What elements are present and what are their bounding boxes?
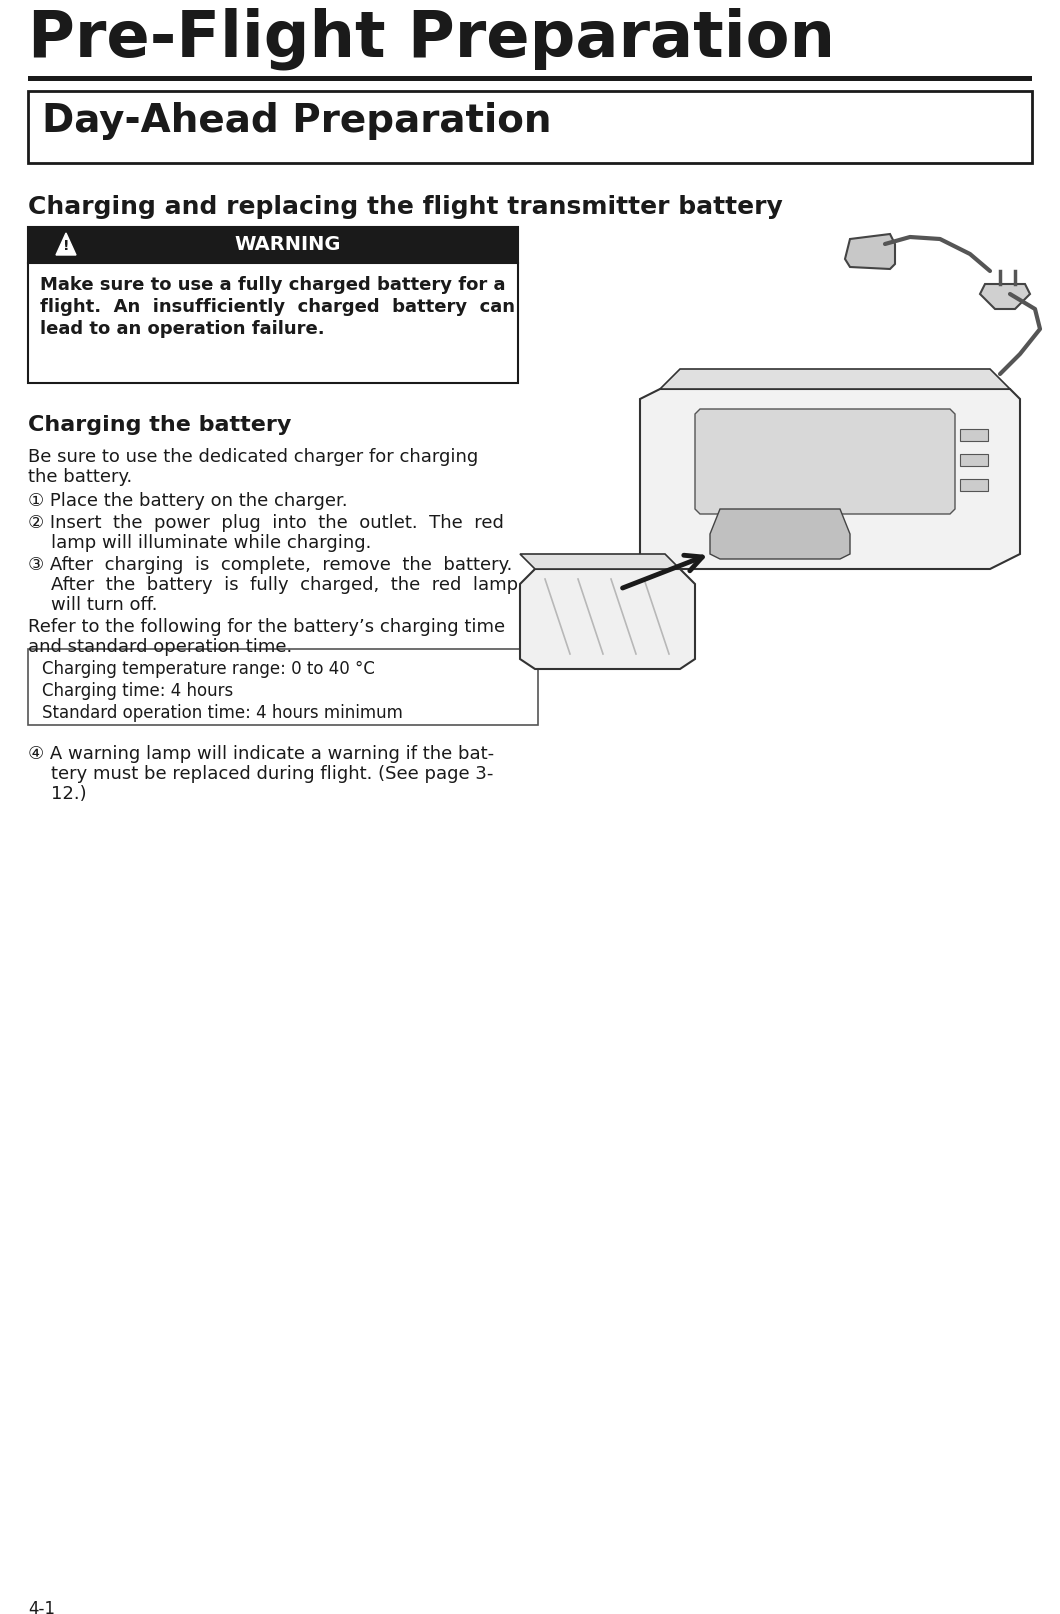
Text: and standard operation time.: and standard operation time. xyxy=(28,638,293,655)
Text: Charging the battery: Charging the battery xyxy=(28,415,292,434)
Bar xyxy=(28,649,538,726)
Polygon shape xyxy=(520,555,681,570)
Bar xyxy=(28,263,518,384)
Text: After  the  battery  is  fully  charged,  the  red  lamp: After the battery is fully charged, the … xyxy=(28,576,518,594)
Text: Charging temperature range: 0 to 40 °C: Charging temperature range: 0 to 40 °C xyxy=(42,660,375,678)
Text: ② Insert  the  power  plug  into  the  outlet.  The  red: ② Insert the power plug into the outlet.… xyxy=(28,513,503,531)
Bar xyxy=(28,77,1032,82)
Text: ④ A warning lamp will indicate a warning if the bat-: ④ A warning lamp will indicate a warning… xyxy=(28,744,494,762)
Text: lamp will illuminate while charging.: lamp will illuminate while charging. xyxy=(28,534,371,552)
Text: lead to an operation failure.: lead to an operation failure. xyxy=(40,320,324,337)
Bar xyxy=(960,455,988,466)
Text: ① Place the battery on the charger.: ① Place the battery on the charger. xyxy=(28,492,348,510)
Text: Charging and replacing the flight transmitter battery: Charging and replacing the flight transm… xyxy=(28,195,782,220)
Polygon shape xyxy=(710,510,850,560)
Text: Refer to the following for the battery’s charging time: Refer to the following for the battery’s… xyxy=(28,618,506,636)
Text: Be sure to use the dedicated charger for charging: Be sure to use the dedicated charger for… xyxy=(28,447,478,466)
Polygon shape xyxy=(845,236,895,270)
Bar xyxy=(960,479,988,492)
Polygon shape xyxy=(695,410,955,515)
Bar xyxy=(28,228,518,263)
Text: Charging time: 4 hours: Charging time: 4 hours xyxy=(42,681,233,699)
Bar xyxy=(28,92,1032,165)
Text: 4-1: 4-1 xyxy=(28,1599,55,1614)
Bar xyxy=(960,429,988,442)
Polygon shape xyxy=(56,234,76,257)
Polygon shape xyxy=(640,389,1020,570)
Text: Make sure to use a fully charged battery for a: Make sure to use a fully charged battery… xyxy=(40,276,506,294)
Polygon shape xyxy=(660,370,1010,389)
Text: !: ! xyxy=(63,239,69,253)
Text: flight.  An  insufficiently  charged  battery  can: flight. An insufficiently charged batter… xyxy=(40,299,515,316)
Text: Pre-Flight Preparation: Pre-Flight Preparation xyxy=(28,8,835,71)
Polygon shape xyxy=(980,284,1030,310)
Text: Standard operation time: 4 hours minimum: Standard operation time: 4 hours minimum xyxy=(42,704,403,721)
Text: Day-Ahead Preparation: Day-Ahead Preparation xyxy=(42,102,551,140)
Text: will turn off.: will turn off. xyxy=(28,596,158,613)
Text: the battery.: the battery. xyxy=(28,468,132,486)
Text: tery must be replaced during flight. (See page 3-: tery must be replaced during flight. (Se… xyxy=(28,765,493,783)
Polygon shape xyxy=(520,570,695,670)
Text: ③ After  charging  is  complete,  remove  the  battery.: ③ After charging is complete, remove the… xyxy=(28,555,512,573)
Text: WARNING: WARNING xyxy=(234,236,341,253)
Text: 12.): 12.) xyxy=(28,784,87,802)
